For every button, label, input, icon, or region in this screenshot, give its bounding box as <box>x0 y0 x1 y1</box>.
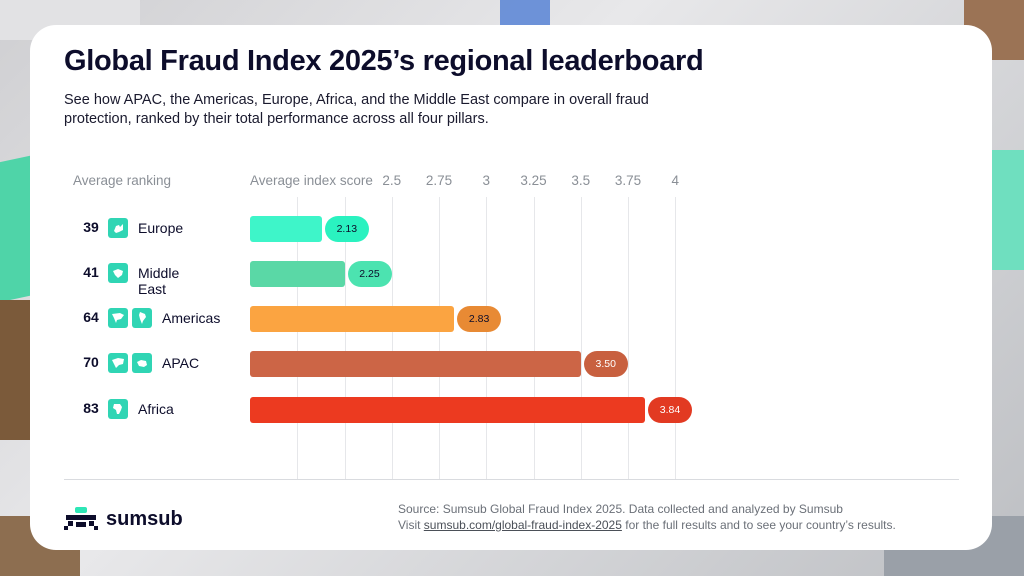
chart-card: Global Fraud Index 2025’s regional leade… <box>30 25 992 550</box>
region-icons <box>108 218 128 238</box>
gridline <box>533 197 535 479</box>
australia-map-icon <box>132 353 152 373</box>
bar <box>250 216 322 242</box>
gridline <box>486 197 488 479</box>
x-tick-label: 3.5 <box>571 173 591 188</box>
north-america-map-icon <box>108 308 128 328</box>
gridline <box>580 197 582 479</box>
region-icons <box>108 399 128 419</box>
source-link[interactable]: sumsub.com/global-fraud-index-2025 <box>423 518 622 532</box>
x-tick-label: 3.25 <box>520 173 547 188</box>
region-icons <box>108 353 152 373</box>
baseline <box>64 479 959 480</box>
gridline <box>391 197 393 479</box>
x-tick-label: 2.5 <box>382 173 402 188</box>
south-america-map-icon <box>132 308 152 328</box>
gridline <box>297 197 299 479</box>
europe-map-icon <box>108 218 128 238</box>
ranking-value: 41 <box>83 264 99 280</box>
gridline <box>439 197 440 479</box>
bar <box>250 261 345 287</box>
bar-value-label: 3.50 <box>583 351 628 377</box>
sumsub-logo-icon <box>64 507 98 530</box>
region-icons <box>108 308 152 328</box>
gridline <box>344 197 346 479</box>
region-icons <box>108 263 128 283</box>
sumsub-logo[interactable]: sumsub <box>64 507 183 531</box>
x-tick-label: 4 <box>671 173 680 188</box>
region-label: Middle East <box>138 265 180 297</box>
ranking-column-header: Average ranking <box>73 173 172 188</box>
bar <box>250 397 645 423</box>
region-label: Europe <box>138 220 184 236</box>
x-tick-label: 3 <box>482 173 491 188</box>
chart-subtitle: See how APAC, the Americas, Europe, Afri… <box>64 92 649 127</box>
ranking-value: 83 <box>83 400 99 416</box>
bar-value-label: 2.13 <box>324 216 369 242</box>
gridline <box>628 197 629 479</box>
region-label: APAC <box>162 355 200 371</box>
background-panel <box>500 0 550 28</box>
region-label: Americas <box>162 310 221 326</box>
bar-value-label: 2.83 <box>457 306 502 332</box>
ranking-value: 70 <box>83 354 99 370</box>
asia-map-icon <box>108 353 128 373</box>
source-visit-line: Visit sumsub.com/global-fraud-index-2025… <box>398 517 896 533</box>
x-tick-label: 3.75 <box>614 173 642 188</box>
bar <box>250 351 581 377</box>
source-suffix: for the full results and to see your cou… <box>625 518 896 532</box>
chart-title: Global Fraud Index 2025’s regional leade… <box>64 45 704 77</box>
middle-east-map-icon <box>108 263 128 283</box>
source-line: Source: Sumsub Global Fraud Index 2025. … <box>398 502 843 516</box>
x-tick-label: 2.75 <box>425 173 453 188</box>
ranking-value: 39 <box>83 219 99 235</box>
score-column-header: Average index score <box>250 173 373 188</box>
bar <box>250 306 455 332</box>
source-note: Source: Sumsub Global Fraud Index 2025. … <box>398 501 896 533</box>
africa-map-icon <box>108 399 128 419</box>
ranking-value: 64 <box>83 309 99 325</box>
region-label: Africa <box>138 401 174 417</box>
gridline <box>675 197 677 479</box>
bar-value-label: 2.25 <box>347 261 392 287</box>
bar-value-label: 3.84 <box>648 397 692 423</box>
source-prefix: Visit <box>398 518 421 532</box>
sumsub-wordmark: sumsub <box>106 507 183 530</box>
